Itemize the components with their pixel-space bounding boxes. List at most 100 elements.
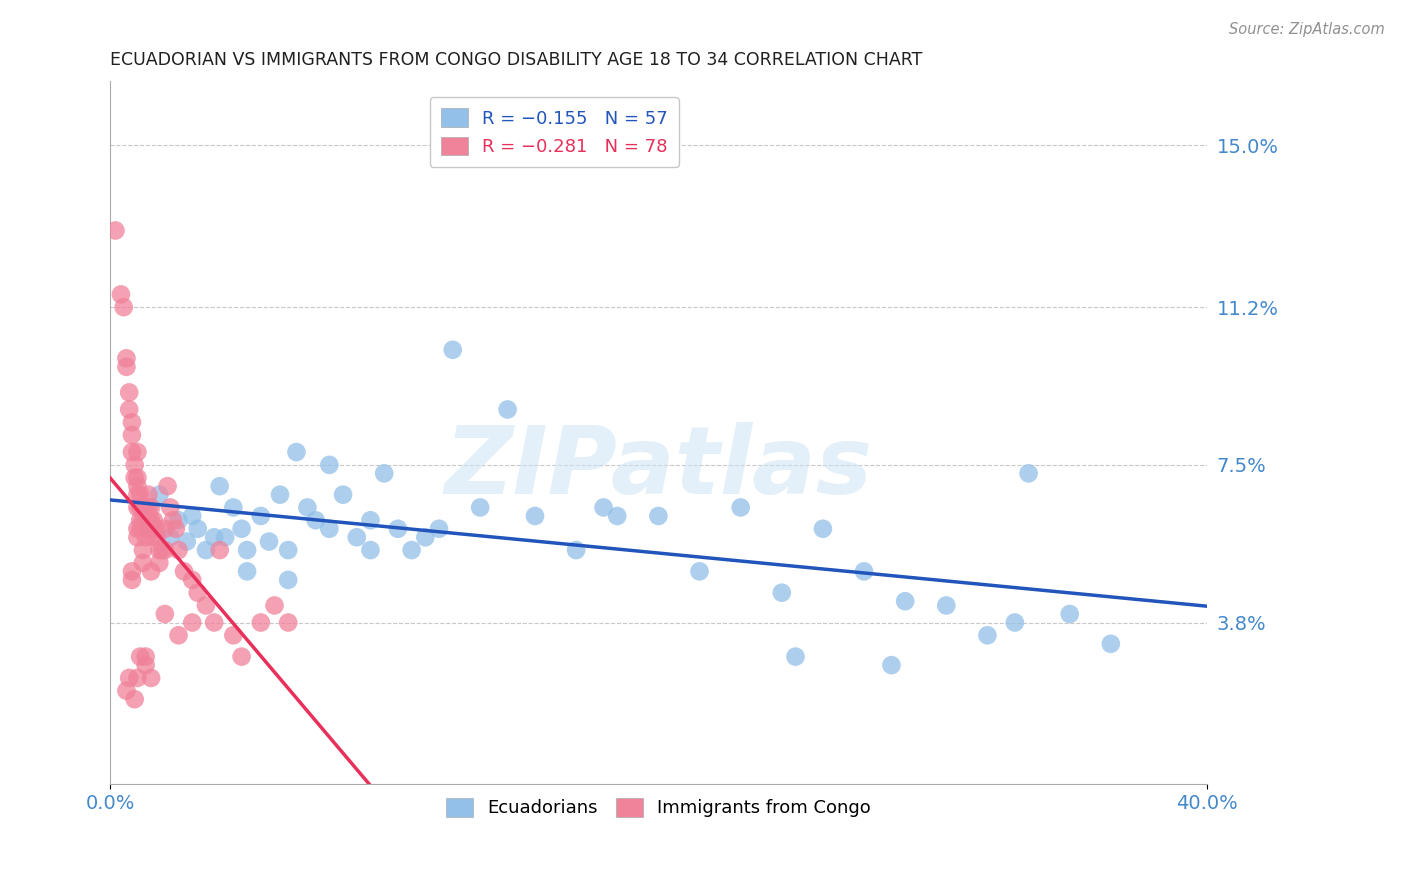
Point <box>277 543 299 558</box>
Point <box>129 500 152 515</box>
Point <box>181 615 204 630</box>
Point <box>202 615 225 630</box>
Point <box>153 607 176 621</box>
Point <box>222 500 245 515</box>
Point <box>332 488 354 502</box>
Point <box>129 649 152 664</box>
Point <box>135 649 157 664</box>
Point <box>1059 607 1081 621</box>
Point <box>181 573 204 587</box>
Point <box>159 500 181 515</box>
Text: ECUADORIAN VS IMMIGRANTS FROM CONGO DISABILITY AGE 18 TO 34 CORRELATION CHART: ECUADORIAN VS IMMIGRANTS FROM CONGO DISA… <box>110 51 922 69</box>
Point <box>167 543 190 558</box>
Point <box>285 445 308 459</box>
Point <box>565 543 588 558</box>
Point <box>269 488 291 502</box>
Point <box>129 513 152 527</box>
Point <box>318 522 340 536</box>
Point <box>222 628 245 642</box>
Point <box>135 658 157 673</box>
Point <box>127 500 149 515</box>
Point <box>142 530 165 544</box>
Point <box>115 359 138 374</box>
Point <box>132 543 155 558</box>
Point <box>132 500 155 515</box>
Point <box>112 300 135 314</box>
Point <box>976 628 998 642</box>
Point <box>138 522 160 536</box>
Point <box>202 530 225 544</box>
Point <box>124 692 146 706</box>
Point <box>167 628 190 642</box>
Point <box>135 522 157 536</box>
Point <box>318 458 340 472</box>
Point <box>894 594 917 608</box>
Point <box>415 530 437 544</box>
Text: Source: ZipAtlas.com: Source: ZipAtlas.com <box>1229 22 1385 37</box>
Point <box>257 534 280 549</box>
Point <box>121 415 143 429</box>
Point <box>127 470 149 484</box>
Point <box>124 470 146 484</box>
Point <box>373 467 395 481</box>
Point <box>118 402 141 417</box>
Point <box>880 658 903 673</box>
Point <box>346 530 368 544</box>
Point <box>236 565 259 579</box>
Point <box>214 530 236 544</box>
Point <box>139 513 162 527</box>
Point <box>115 683 138 698</box>
Point <box>132 522 155 536</box>
Point <box>470 500 492 515</box>
Point <box>785 649 807 664</box>
Point <box>129 488 152 502</box>
Point <box>148 556 170 570</box>
Point <box>127 445 149 459</box>
Point <box>121 445 143 459</box>
Point <box>142 522 165 536</box>
Point <box>153 522 176 536</box>
Point <box>297 500 319 515</box>
Point <box>139 500 162 515</box>
Legend: Ecuadorians, Immigrants from Congo: Ecuadorians, Immigrants from Congo <box>439 791 879 824</box>
Point <box>148 488 170 502</box>
Point <box>132 500 155 515</box>
Point <box>173 565 195 579</box>
Point <box>127 488 149 502</box>
Point <box>135 530 157 544</box>
Point <box>176 534 198 549</box>
Point <box>249 508 271 523</box>
Point <box>138 513 160 527</box>
Point <box>165 522 187 536</box>
Point <box>127 671 149 685</box>
Point <box>159 530 181 544</box>
Point <box>148 543 170 558</box>
Point <box>135 513 157 527</box>
Point <box>277 615 299 630</box>
Point <box>138 488 160 502</box>
Point <box>150 543 173 558</box>
Point <box>853 565 876 579</box>
Point <box>139 522 162 536</box>
Point <box>496 402 519 417</box>
Point <box>208 479 231 493</box>
Point <box>127 522 149 536</box>
Point <box>153 543 176 558</box>
Point <box>730 500 752 515</box>
Point <box>208 543 231 558</box>
Point <box>118 671 141 685</box>
Point <box>121 428 143 442</box>
Point <box>606 508 628 523</box>
Point <box>115 351 138 366</box>
Point <box>118 385 141 400</box>
Text: ZIPatlas: ZIPatlas <box>444 422 873 514</box>
Point <box>1018 467 1040 481</box>
Point <box>770 585 793 599</box>
Point <box>132 556 155 570</box>
Point <box>935 599 957 613</box>
Point <box>401 543 423 558</box>
Point <box>139 565 162 579</box>
Point <box>359 513 381 527</box>
Point <box>359 543 381 558</box>
Point <box>647 508 669 523</box>
